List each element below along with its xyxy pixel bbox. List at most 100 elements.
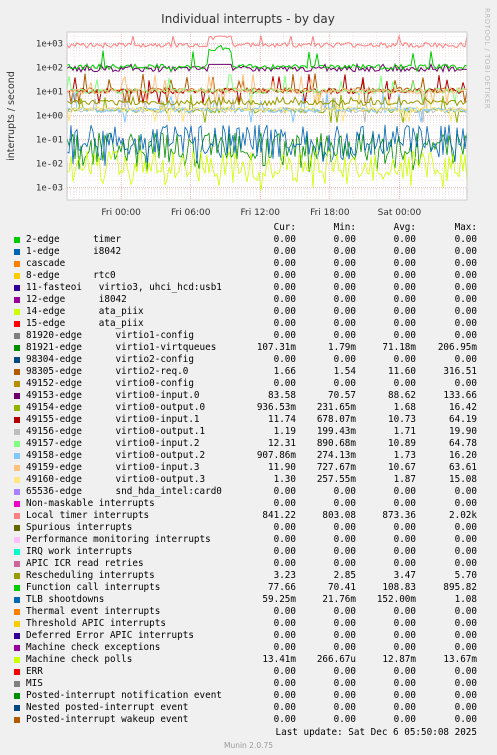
legend-swatch <box>14 441 20 447</box>
legend-cur: 0.00 <box>273 246 296 257</box>
legend-swatch <box>14 645 20 651</box>
legend-cur: 107.31m <box>256 342 296 353</box>
legend-max: 0.00 <box>454 258 477 269</box>
legend-avg: 0.00 <box>393 306 416 317</box>
legend-max: 64.19 <box>449 414 477 425</box>
series-line <box>66 44 468 73</box>
legend-max: 0.00 <box>454 522 477 533</box>
legend-max: 895.82 <box>443 582 477 593</box>
legend-avg: 0.00 <box>393 618 416 629</box>
legend-label: Threshold APIC interrupts <box>26 618 166 629</box>
legend-swatch <box>14 549 20 555</box>
legend-max: 0.00 <box>454 678 477 689</box>
legend-cur: 1.66 <box>273 366 296 377</box>
legend-row: 49160-edge virtio0-output.3 1.30 257.55m 1.… <box>0 474 497 486</box>
series-line <box>66 95 468 107</box>
legend-cur: 0.00 <box>273 546 296 557</box>
legend-swatch <box>14 681 20 687</box>
legend-avg: 1.68 <box>393 402 416 413</box>
legend-avg: 10.89 <box>388 438 416 449</box>
legend-swatch <box>14 429 20 435</box>
y-tick-label: 1e-03 <box>36 183 63 193</box>
legend-label: Posted-interrupt notification event <box>26 690 222 701</box>
legend-swatch <box>14 297 20 303</box>
y-tick-label: 1e-01 <box>36 135 63 145</box>
legend-max: 0.00 <box>454 690 477 701</box>
legend-max: 0.00 <box>454 666 477 677</box>
legend-cur: 0.00 <box>273 678 296 689</box>
legend-min: 0.00 <box>333 522 356 533</box>
legend-label: Nested posted-interrupt event <box>26 702 189 713</box>
legend-cur: 0.00 <box>273 270 296 281</box>
legend-min: 0.00 <box>333 294 356 305</box>
x-tick-label: Fri 18:00 <box>310 208 350 218</box>
legend-label: 8-edge rtc0 <box>26 270 116 281</box>
legend-row: Performance monitoring interrupts 0.00 0.0… <box>0 534 497 546</box>
legend-max: 0.00 <box>454 330 477 341</box>
legend-row: Thermal event interrupts 0.00 0.00 0.00 0.00 <box>0 606 497 618</box>
legend-row: Deferred Error APIC interrupts 0.00 0.00 0.… <box>0 630 497 642</box>
x-tick-labels: Fri 00:00 Fri 06:00 Fri 12:00 Fri 18:00 Sat … <box>101 208 421 218</box>
legend-swatch <box>14 717 20 723</box>
legend-cur: 0.00 <box>273 666 296 677</box>
legend-swatch <box>14 513 20 519</box>
legend-label: 49154-edge virtio0-output.0 <box>26 402 206 413</box>
legend-label: 49157-edge virtio0-input.2 <box>26 438 200 449</box>
legend-swatch <box>14 309 20 315</box>
legend-max: 0.00 <box>454 354 477 365</box>
legend-max: 2.02k <box>449 510 477 521</box>
legend-header: Cur: Min: Avg: Max: <box>0 222 497 234</box>
y-axis-label: interrupts / second <box>6 71 17 161</box>
legend-cur: 3.23 <box>273 570 296 581</box>
chart: 1e+03 1e+02 1e+01 1e+00 1e-01 1e-02 1e-03 Fri … <box>6 12 468 218</box>
legend-avg: 1.87 <box>393 474 416 485</box>
legend-max: 63.61 <box>449 462 477 473</box>
legend-cur: 936.53m <box>256 402 296 413</box>
legend-min: 0.00 <box>333 630 356 641</box>
legend-row: 98305-edge virtio2-req.0 1.66 1.54 11.60 316… <box>0 366 497 378</box>
legend-swatch <box>14 393 20 399</box>
legend-label: Deferred Error APIC interrupts <box>26 630 194 641</box>
legend-row: Rescheduling interrupts 3.23 2.85 3.47 5.70 <box>0 570 497 582</box>
legend-max: 0.00 <box>454 630 477 641</box>
legend-label: APIC ICR read retries <box>26 558 144 569</box>
legend-row: 11-fasteoi virtio3, uhci_hcd:usb1 0.00 0.0… <box>0 282 497 294</box>
legend-label: 65536-edge snd_hda_intel:card0 <box>26 486 222 497</box>
legend-swatch <box>14 417 20 423</box>
legend-label: 49159-edge virtio0-input.3 <box>26 462 200 473</box>
legend-swatch <box>14 489 20 495</box>
legend-avg: 0.00 <box>393 354 416 365</box>
legend-label: 81921-edge virtio1-virtqueues <box>26 342 217 353</box>
legend-label: 49153-edge virtio0-input.0 <box>26 390 200 401</box>
legend-max: 5.70 <box>454 570 477 581</box>
legend-max: 0.00 <box>454 306 477 317</box>
header-cur: Cur: <box>273 222 296 233</box>
legend-max: 13.67m <box>443 654 477 665</box>
legend-min: 0.00 <box>333 318 356 329</box>
legend-label: Non-maskable interrupts <box>26 498 155 509</box>
legend-row: Local timer interrupts 841.22 803.08 873.36… <box>0 510 497 522</box>
legend-max: 0.00 <box>454 606 477 617</box>
x-tick-label: Fri 06:00 <box>171 208 211 218</box>
legend-swatch <box>14 561 20 567</box>
legend-avg: 108.83 <box>382 582 416 593</box>
legend-label: 98304-edge virtio2-config <box>26 354 194 365</box>
legend-min: 257.55m <box>316 474 356 485</box>
legend-min: 0.00 <box>333 666 356 677</box>
legend-max: 0.00 <box>454 618 477 629</box>
legend-avg: 0.00 <box>393 534 416 545</box>
legend-max: 15.08 <box>449 474 477 485</box>
legend-min: 0.00 <box>333 714 356 725</box>
legend-cur: 0.00 <box>273 330 296 341</box>
legend-max: 0.00 <box>454 318 477 329</box>
legend-label: Performance monitoring interrupts <box>26 534 211 545</box>
legend-row: 49157-edge virtio0-input.2 12.31 890.68m 10… <box>0 438 497 450</box>
legend: Cur: Min: Avg: Max: 2-edge timer 0.00 0.00… <box>0 222 497 726</box>
legend-swatch <box>14 237 20 243</box>
legend-swatch <box>14 669 20 675</box>
legend-cur: 0.00 <box>273 534 296 545</box>
legend-row: 81920-edge virtio1-config 0.00 0.00 0.00 0.0… <box>0 330 497 342</box>
legend-cur: 0.00 <box>273 318 296 329</box>
chart-title: Individual interrupts - by day <box>161 12 335 26</box>
legend-cur: 83.58 <box>268 390 296 401</box>
